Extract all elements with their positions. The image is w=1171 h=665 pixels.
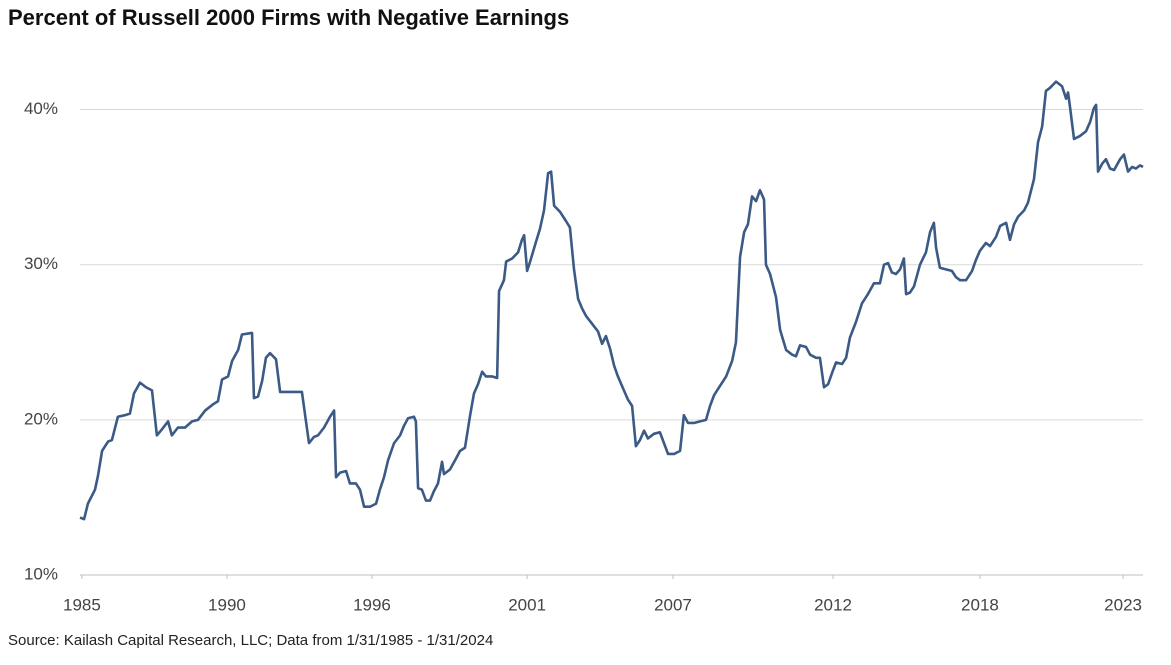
x-tick-label: 1985 — [63, 595, 101, 614]
source-note: Source: Kailash Capital Research, LLC; D… — [8, 632, 493, 649]
x-tick-label: 1996 — [353, 595, 391, 614]
x-tick-label: 2001 — [508, 595, 546, 614]
y-tick-label: 40% — [24, 99, 58, 118]
x-tick-label: 2018 — [961, 595, 999, 614]
x-tick-label: 2023 — [1104, 595, 1142, 614]
y-tick-label: 30% — [24, 254, 58, 273]
chart-title: Percent of Russell 2000 Firms with Negat… — [8, 5, 569, 30]
x-tick-label: 2007 — [654, 595, 692, 614]
y-tick-label: 10% — [24, 564, 58, 583]
x-tick-label: 2012 — [814, 595, 852, 614]
x-tick-label: 1990 — [208, 595, 246, 614]
y-tick-label: 20% — [24, 409, 58, 428]
data-line — [79, 80, 1144, 521]
